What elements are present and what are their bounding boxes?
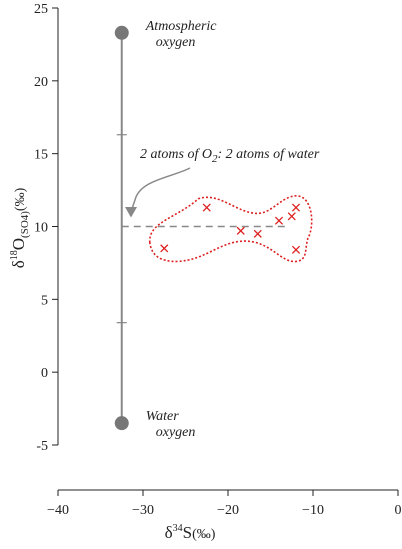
endmember-label: Atmospheric [145, 19, 218, 34]
y-axis-ticks: 25 20 15 10 5 0 -5 [34, 2, 58, 454]
y-tick-label: 10 [34, 221, 48, 236]
sample-point [291, 245, 301, 254]
endmember-label: oxygen [156, 425, 196, 440]
sample-point [236, 226, 245, 235]
endmember-point [114, 25, 129, 40]
x-axis-ticks: −40 −30 −20 −10 0 [47, 490, 402, 518]
annotation-arrow [125, 167, 191, 218]
x-tick-label: −20 [217, 503, 239, 518]
x-tick-label: −10 [302, 503, 324, 518]
annotation-suffix: : 2 atoms of water [217, 147, 319, 162]
x-axis-unit: (‰) [192, 527, 216, 542]
y-tick-label: 15 [34, 148, 48, 163]
y-axis-delta: δ [9, 260, 28, 268]
sample-point [291, 203, 301, 212]
annotation-prefix: 2 atoms of O [140, 147, 212, 162]
endmember-label: Water [146, 409, 179, 424]
x-axis-title: δ34S(‰) [165, 523, 216, 542]
x-axis-superscript: 34 [173, 523, 183, 534]
y-tick-label: -5 [36, 439, 48, 454]
mixing-line-marks [116, 134, 127, 324]
y-tick-label: 0 [41, 366, 48, 381]
y-tick-label: 5 [41, 293, 48, 308]
endmember-label: oxygen [156, 35, 196, 50]
sample-point [160, 244, 169, 253]
y-tick-label: 25 [34, 2, 48, 17]
sample-point [287, 212, 296, 221]
reference-annotation: 2 atoms of O2: 2 atoms of water [140, 147, 320, 165]
y-axis-element: O [9, 238, 28, 250]
x-tick-label: −40 [47, 503, 69, 518]
y-axis-title: δ18O(SO4)(‰) [9, 187, 31, 268]
x-tick-label: 0 [395, 503, 402, 518]
sample-points [160, 203, 301, 254]
x-axis-delta: δ [165, 523, 173, 542]
y-tick-label: 20 [34, 75, 48, 90]
sample-envelope [148, 195, 313, 263]
sample-point [274, 216, 284, 225]
y-axis-superscript: 18 [9, 250, 20, 260]
sample-point [202, 203, 211, 212]
y-axis-unit: (‰) [13, 187, 28, 211]
y-axis-subscript: (SO4) [19, 211, 31, 238]
annotation-subscript: 2 [212, 153, 218, 165]
sample-point [253, 229, 262, 238]
x-tick-label: −30 [132, 503, 154, 518]
x-axis-element: S [183, 523, 192, 542]
endmember-point [114, 416, 129, 431]
